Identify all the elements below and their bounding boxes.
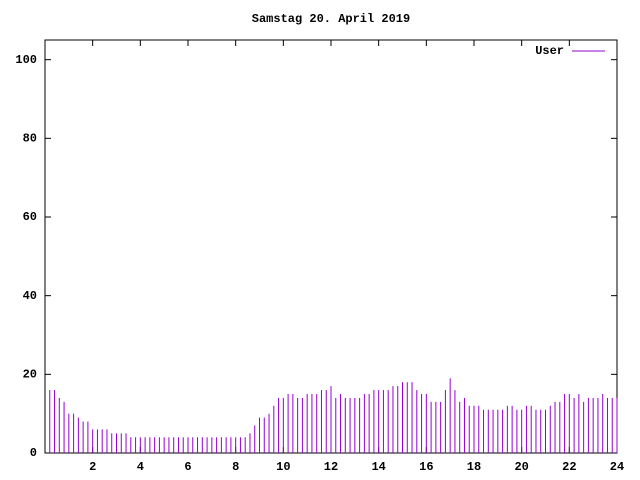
y-tick-label: 40 xyxy=(23,289,37,303)
x-tick-label: 12 xyxy=(324,460,338,474)
x-tick-label: 24 xyxy=(610,460,624,474)
y-tick-label: 60 xyxy=(23,210,37,224)
y-tick-label: 80 xyxy=(23,132,37,146)
chart-title: Samstag 20. April 2019 xyxy=(252,12,410,26)
x-tick-label: 2 xyxy=(89,460,96,474)
legend-label: User xyxy=(535,44,564,58)
x-tick-label: 14 xyxy=(371,460,385,474)
y-tick-label: 100 xyxy=(15,53,37,67)
y-tick-label: 20 xyxy=(23,368,37,382)
x-tick-label: 22 xyxy=(562,460,576,474)
x-tick-label: 20 xyxy=(514,460,528,474)
x-tick-label: 6 xyxy=(184,460,191,474)
x-tick-label: 18 xyxy=(467,460,481,474)
x-tick-label: 8 xyxy=(232,460,239,474)
x-tick-label: 4 xyxy=(137,460,144,474)
y-tick-label: 0 xyxy=(30,446,37,460)
x-tick-label: 16 xyxy=(419,460,433,474)
x-tick-label: 10 xyxy=(276,460,290,474)
